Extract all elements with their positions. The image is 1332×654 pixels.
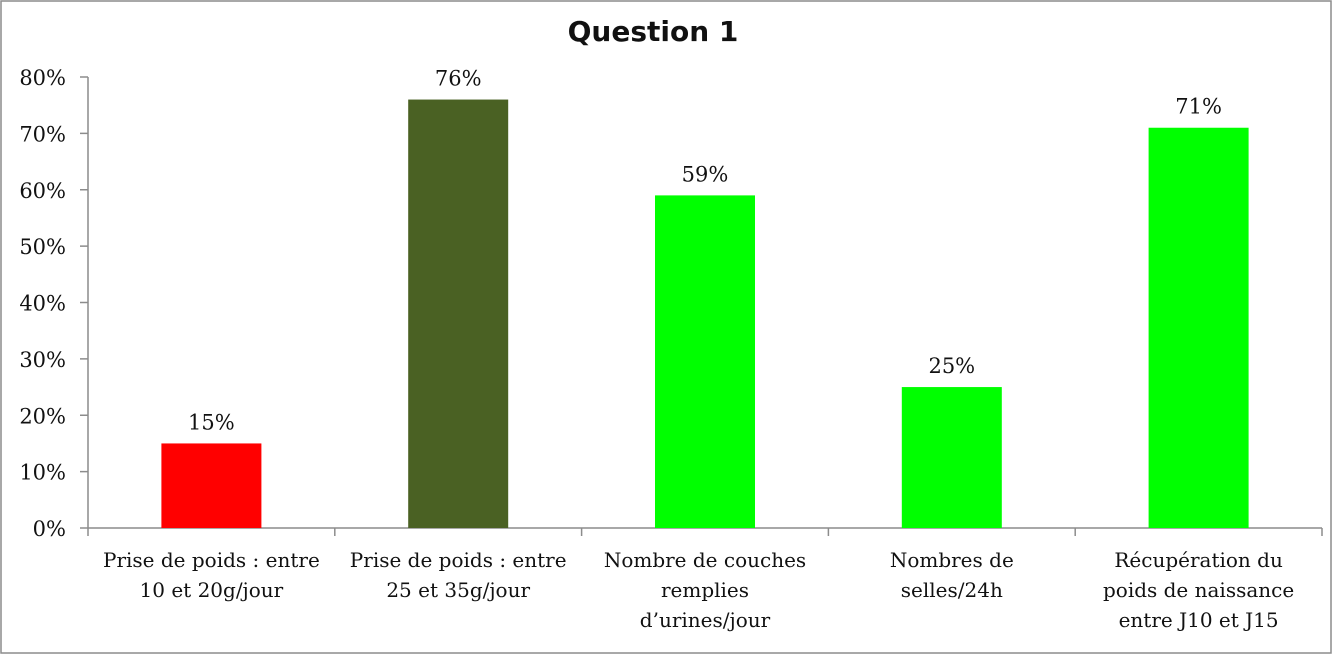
y-tick-label: 70% [19, 122, 66, 146]
data-label: 71% [1175, 95, 1222, 119]
x-tick-label: d’urines/jour [640, 608, 771, 632]
bar [1148, 127, 1249, 529]
x-tick-label: 10 et 20g/jour [140, 578, 284, 602]
x-tick-label: entre J10 et J15 [1119, 608, 1279, 632]
data-label: 76% [435, 67, 482, 91]
x-tick-label: poids de naissance [1103, 578, 1294, 602]
x-tick-labels: Prise de poids : entre 10 et 20g/jour Pris… [103, 548, 1294, 632]
bar [408, 99, 509, 529]
x-tick-label: 25 et 35g/jour [386, 578, 530, 602]
data-label: 59% [682, 162, 729, 186]
data-labels: 15% 76% 59% 25% 71% [188, 67, 1222, 435]
data-label: 25% [928, 354, 975, 378]
y-tick-label: 10% [19, 461, 66, 485]
y-tick-label: 30% [19, 348, 66, 372]
bar [655, 195, 755, 528]
y-tick-label: 80% [19, 66, 66, 90]
y-tick-label: 0% [33, 517, 66, 541]
data-label: 15% [188, 410, 235, 434]
y-tick-label: 20% [19, 404, 66, 428]
x-tick-label: Récupération du [1114, 548, 1283, 572]
bars [161, 99, 1249, 529]
chart-title: Question 1 [568, 15, 739, 48]
x-tick-label: remplies [661, 578, 749, 602]
y-axis: 0% 10% 20% 30% 40% 50% 60% 70% 80% [19, 66, 89, 541]
bar [901, 387, 1002, 528]
x-tick-label: selles/24h [901, 578, 1003, 602]
x-tick-label: Prise de poids : entre [103, 548, 320, 572]
x-tick-label: Nombres de [890, 548, 1014, 572]
y-tick-label: 40% [19, 292, 66, 316]
x-tick-label: Nombre de couches [604, 548, 806, 572]
y-tick-label: 60% [19, 179, 66, 203]
x-tick-label: Prise de poids : entre [350, 548, 567, 572]
bar [161, 443, 262, 528]
y-tick-label: 50% [19, 235, 66, 259]
